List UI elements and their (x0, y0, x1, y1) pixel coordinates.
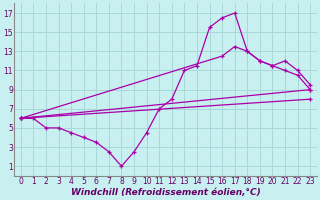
X-axis label: Windchill (Refroidissement éolien,°C): Windchill (Refroidissement éolien,°C) (71, 188, 260, 197)
